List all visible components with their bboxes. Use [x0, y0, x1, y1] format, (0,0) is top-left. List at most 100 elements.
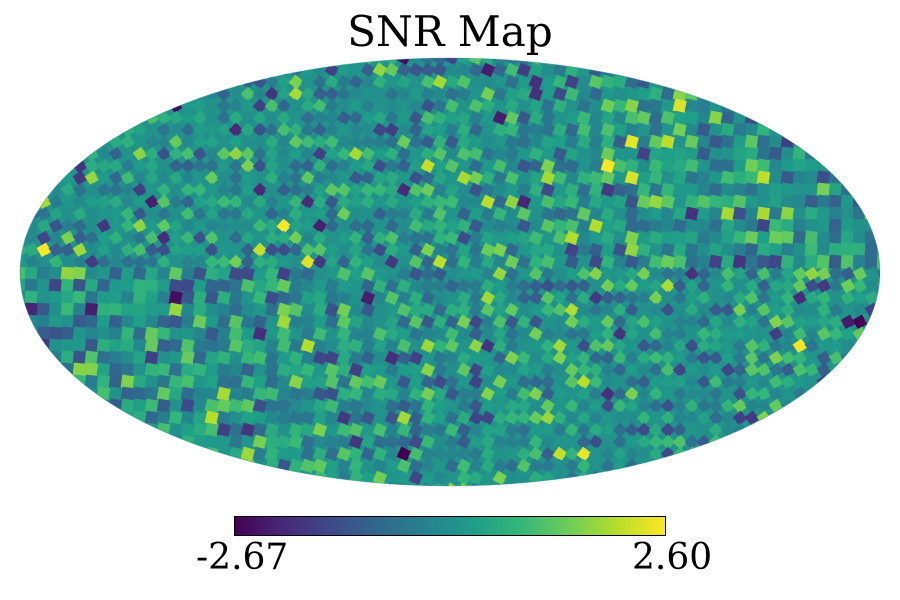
map-pixel	[564, 206, 580, 222]
map-pixel	[456, 242, 472, 258]
map-pixel	[492, 86, 508, 102]
map-pixel	[504, 398, 520, 414]
map-pixel	[756, 218, 772, 234]
map-pixel	[516, 58, 532, 66]
map-pixel	[36, 350, 52, 366]
map-pixel	[264, 74, 280, 90]
map-pixel	[504, 122, 520, 138]
map-pixel	[120, 158, 136, 174]
map-pixel	[312, 338, 328, 354]
map-pixel	[852, 182, 868, 198]
map-pixel	[528, 110, 544, 126]
map-pixel	[168, 326, 184, 342]
map-pixel	[348, 314, 364, 330]
map-pixel	[588, 242, 604, 258]
map-pixel	[456, 278, 472, 294]
map-pixel	[300, 146, 316, 162]
map-pixel	[336, 362, 352, 378]
map-pixel	[456, 362, 472, 378]
map-pixel	[708, 194, 724, 210]
map-pixel	[192, 326, 208, 342]
map-pixel	[408, 386, 424, 402]
map-pixel	[384, 266, 400, 282]
map-pixel	[204, 362, 220, 378]
map-pixel	[276, 242, 292, 258]
map-pixel	[624, 110, 640, 126]
map-pixel	[444, 470, 460, 486]
map-pixel	[48, 194, 64, 210]
map-pixel	[576, 74, 592, 90]
map-pixel	[624, 422, 640, 438]
map-pixel	[312, 302, 328, 318]
map-pixel	[156, 266, 172, 282]
map-pixel	[444, 62, 460, 78]
map-pixel	[480, 194, 496, 210]
map-pixel	[600, 326, 616, 342]
map-pixel	[180, 158, 196, 174]
map-pixel	[480, 98, 496, 114]
map-pixel	[204, 434, 220, 450]
map-pixel	[588, 290, 604, 306]
map-pixel	[228, 134, 244, 150]
map-pixel	[252, 278, 268, 294]
map-pixel	[360, 434, 376, 450]
map-pixel	[828, 374, 844, 390]
map-pixel	[288, 134, 304, 150]
map-pixel	[780, 194, 796, 210]
map-pixel	[396, 338, 412, 354]
map-pixel	[384, 434, 400, 450]
map-pixel	[228, 434, 244, 450]
map-pixel	[360, 194, 376, 210]
map-pixel	[492, 158, 508, 174]
map-pixel	[336, 374, 352, 390]
map-pixel	[444, 446, 460, 462]
map-pixel	[816, 278, 832, 294]
map-pixel	[600, 398, 616, 414]
map-pixel	[552, 62, 568, 78]
map-pixel	[144, 410, 160, 426]
map-pixel	[72, 266, 88, 282]
map-pixel	[576, 326, 592, 342]
map-pixel	[264, 218, 280, 234]
map-pixel	[432, 86, 448, 102]
map-pixel	[588, 206, 604, 222]
map-pixel	[624, 218, 640, 234]
map-pixel	[564, 290, 580, 306]
map-pixel	[636, 254, 652, 270]
map-pixel	[348, 218, 364, 234]
map-pixel	[372, 122, 388, 138]
map-pixel	[384, 350, 400, 366]
map-pixel	[624, 278, 640, 294]
map-pixel	[132, 122, 148, 138]
map-pixel	[144, 134, 160, 150]
map-pixel	[252, 206, 268, 222]
map-pixel	[372, 206, 388, 222]
map-pixel	[120, 266, 136, 282]
map-pixel	[48, 278, 64, 294]
map-pixel	[672, 110, 688, 126]
map-pixel	[660, 350, 676, 366]
map-pixel	[252, 266, 268, 282]
map-pixel	[20, 218, 28, 234]
map-pixel	[504, 434, 520, 450]
map-pixel	[504, 470, 520, 486]
map-pixel	[612, 98, 628, 114]
map-pixel	[408, 266, 424, 282]
map-pixel	[552, 374, 568, 390]
map-pixel	[588, 158, 604, 174]
map-pixel	[660, 170, 676, 186]
map-pixel	[492, 218, 508, 234]
map-pixel	[312, 278, 328, 294]
map-pixel	[72, 290, 88, 306]
map-pixel	[180, 278, 196, 294]
map-pixel	[552, 362, 568, 378]
map-pixel	[288, 302, 304, 318]
map-pixel	[504, 314, 520, 330]
map-pixel	[276, 314, 292, 330]
map-pixel	[408, 422, 424, 438]
map-pixel	[576, 158, 592, 174]
map-pixel	[456, 410, 472, 426]
map-pixel	[480, 290, 496, 306]
map-pixel	[684, 110, 700, 126]
map-pixel	[612, 182, 628, 198]
